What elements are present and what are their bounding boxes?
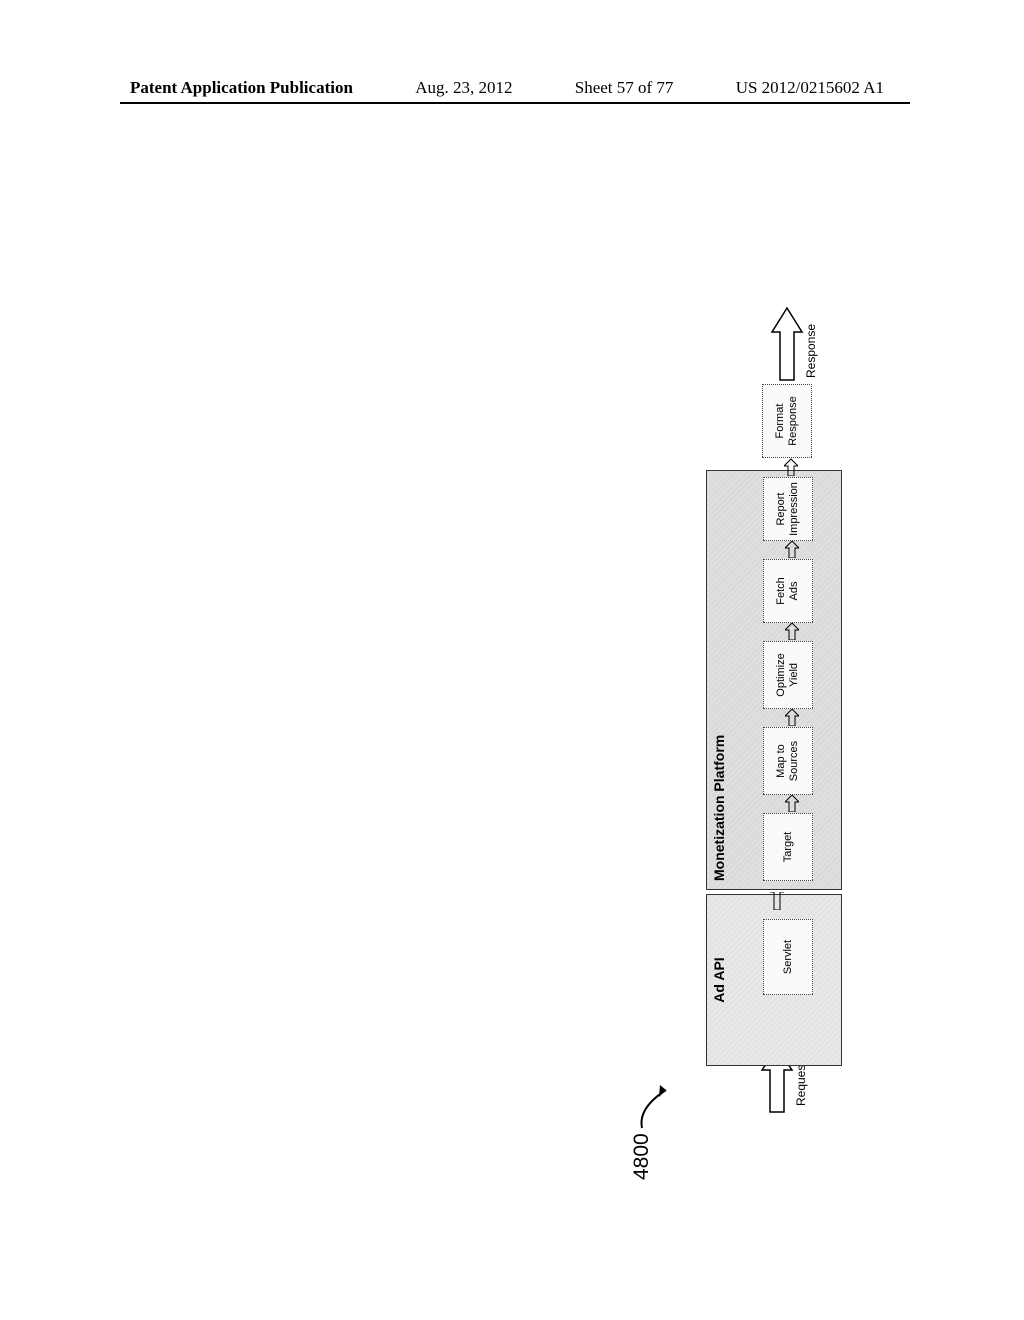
- header-rule: [120, 102, 910, 104]
- ref-pointer-arrow-icon: [636, 1080, 680, 1130]
- step-report-impression: Report Impression: [763, 477, 813, 541]
- arrow-report-format-icon: [784, 458, 798, 476]
- ad-api-box: Ad API Servlet: [706, 894, 842, 1066]
- step-servlet: Servlet: [763, 919, 813, 995]
- request-label: Request: [794, 1061, 808, 1106]
- step-fetch-ads: Fetch Ads: [763, 559, 813, 623]
- page-header: Patent Application Publication Aug. 23, …: [0, 78, 1024, 98]
- arrow-fetch-report-icon: [785, 540, 799, 558]
- monetization-platform-box: Monetization Platform Target Map to Sour…: [706, 470, 842, 890]
- arrow-optimize-fetch-icon: [785, 622, 799, 640]
- arrow-map-optimize-icon: [785, 708, 799, 726]
- monetization-platform-title: Monetization Platform: [711, 735, 727, 881]
- step-optimize-yield: Optimize Yield: [763, 641, 813, 709]
- step-target: Target: [763, 813, 813, 881]
- figure-ref-number: 4800: [630, 1133, 653, 1180]
- document-number: US 2012/0215602 A1: [736, 78, 884, 98]
- ad-api-title: Ad API: [711, 895, 727, 1065]
- arrow-target-map-icon: [785, 794, 799, 812]
- publication-label: Patent Application Publication: [130, 78, 353, 98]
- figure-ref-wrap: 4800: [630, 1090, 680, 1180]
- figure-48: 4800 FIG. 48 Request Ad API Servlet Mone…: [692, 310, 912, 1110]
- step-format-response: Format Response: [762, 384, 812, 458]
- response-label: Response: [804, 324, 818, 378]
- flow-diagram: Request Ad API Servlet Monetization Plat…: [692, 310, 912, 1110]
- step-map-to-sources: Map to Sources: [763, 727, 813, 795]
- publication-date: Aug. 23, 2012: [415, 78, 512, 98]
- sheet-number: Sheet 57 of 77: [575, 78, 674, 98]
